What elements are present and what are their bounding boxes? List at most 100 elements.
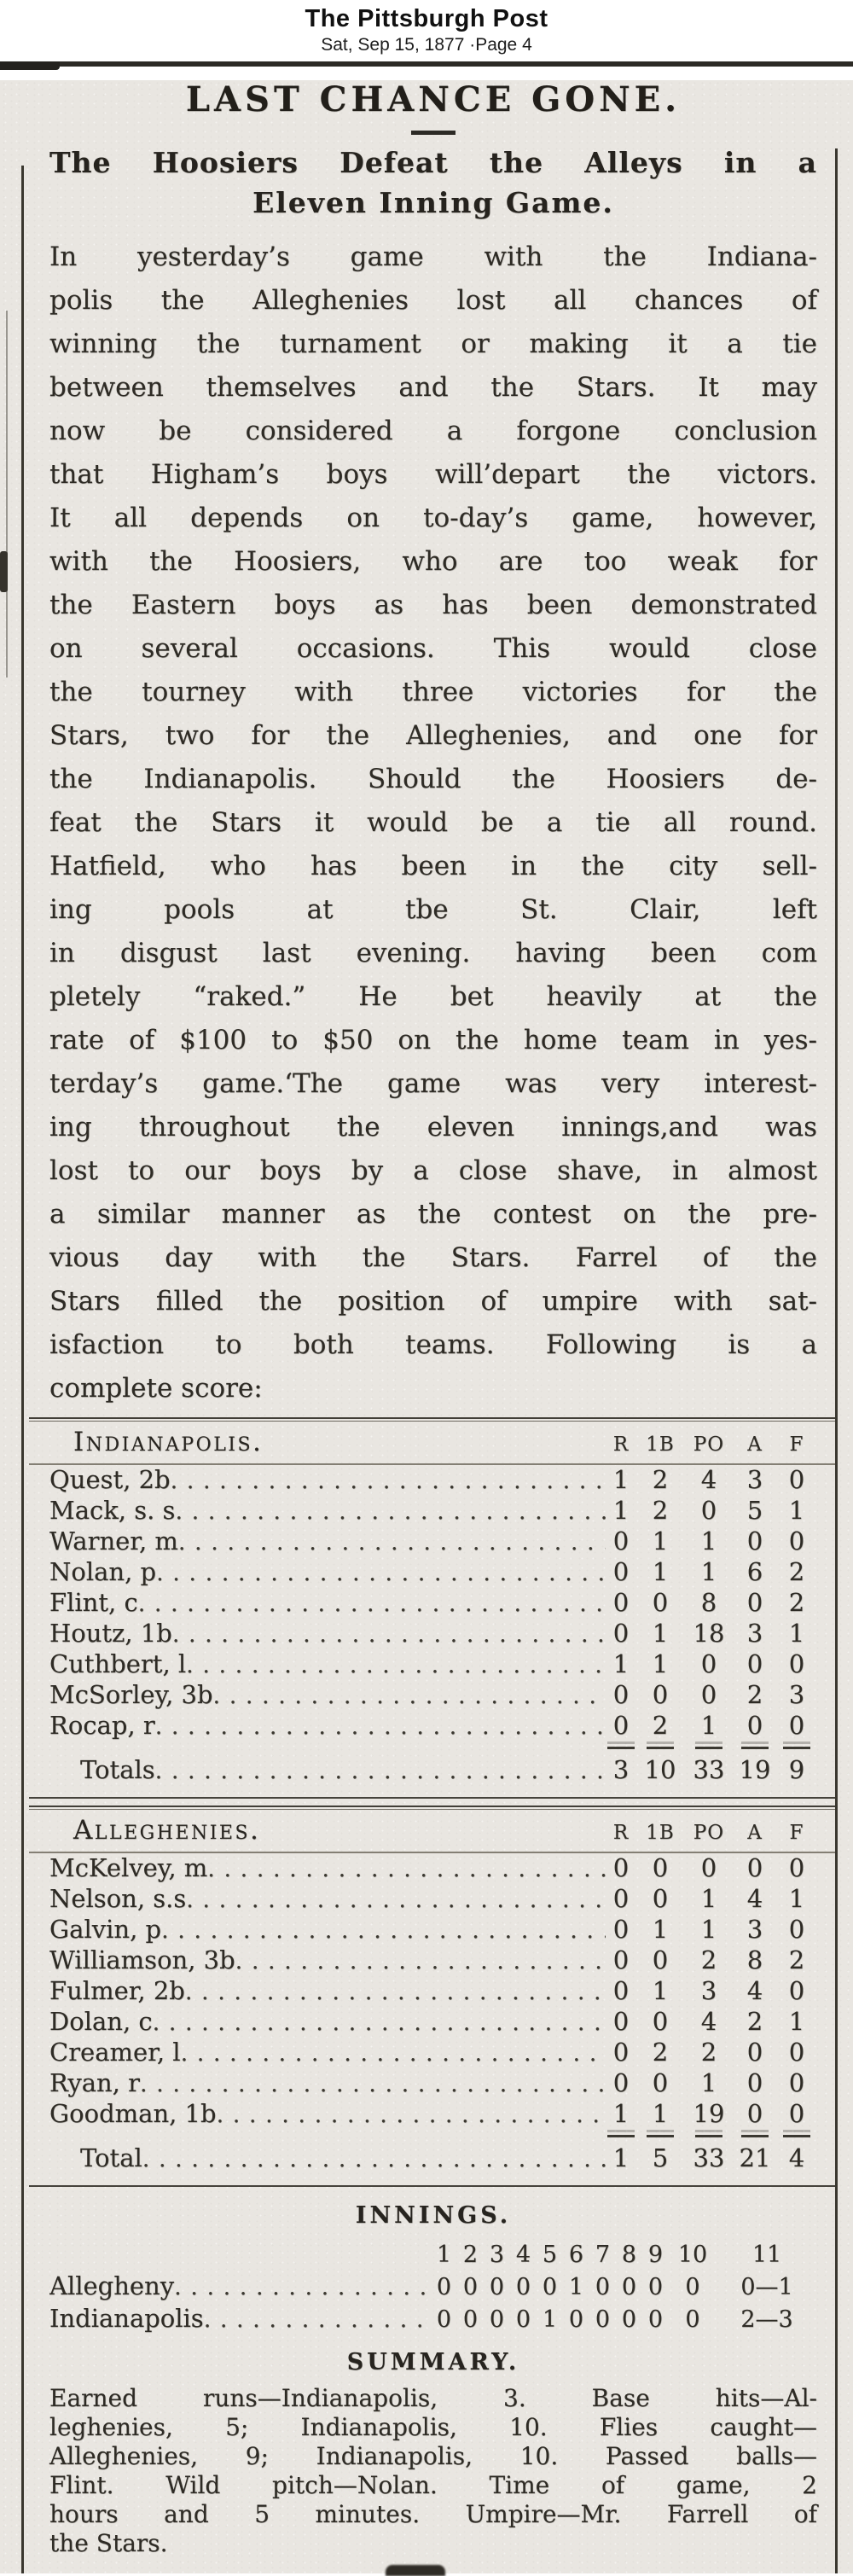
dash-cell (734, 1747, 776, 1749)
page-edge-mark (6, 311, 8, 677)
table-header-row: Alleghenies. R 1B PO A F (49, 1810, 817, 1850)
stat-value: 0 (612, 1853, 630, 1882)
column-header: PO (693, 1822, 725, 1844)
total-value: 9 (788, 1755, 805, 1784)
stat-value: 0 (612, 2007, 630, 2036)
totals-dash (741, 1747, 769, 1749)
body-line: the Indianapolis. Should the Hoosiers de… (49, 764, 817, 794)
stat-value: 0 (788, 2099, 805, 2128)
player-stats: 0 1 18 3 1 (606, 1619, 817, 1648)
stat-value: 0 (612, 1711, 630, 1740)
stat-value: 0 (746, 1649, 763, 1678)
leader-dots (172, 1619, 606, 1649)
leader-dots (161, 1915, 606, 1945)
totals-label: Total (80, 2143, 142, 2172)
inning-score: 0 (436, 2274, 452, 2300)
stat-value: 0 (700, 1649, 717, 1678)
inning-score: 1 (542, 2306, 558, 2333)
column-header: PO (693, 1433, 725, 1456)
stat-value: 1 (700, 2068, 717, 2097)
player-name: Mack, s. s (49, 1496, 176, 1525)
stat-value: 0 (612, 1915, 630, 1944)
totals-dashes (606, 1747, 817, 1749)
stat-value: 0 (612, 1588, 630, 1617)
total-value: 19 (739, 1755, 771, 1784)
stat-value: 0 (746, 1853, 763, 1882)
stat-value: 6 (746, 1557, 763, 1586)
inning-score: 0 (595, 2306, 611, 2333)
body-line: isfaction to both teams. Following is a (49, 1329, 817, 1360)
stat-value: 0 (788, 1526, 805, 1555)
subheadline-line-1: The Hoosiers Defeat the Alleys in a (49, 146, 817, 179)
dash-cell (776, 1747, 817, 1749)
table-top-rule (29, 1417, 836, 1422)
table-bottom-rule (29, 2185, 836, 2187)
stat-value: 0 (652, 2068, 669, 2097)
masthead: The Pittsburgh Post Sat, Sep 15, 1877 ·P… (0, 0, 853, 61)
stat-value: 2 (652, 1496, 669, 1525)
stat-value: 1 (652, 1915, 669, 1944)
stat-value: 1 (612, 2099, 630, 2128)
totals-row: Totals 3 10 33 19 9 (49, 1753, 817, 1788)
inning-number: 2 (462, 2242, 479, 2268)
stat-value: 1 (700, 1915, 717, 1944)
inning-score: 0 (647, 2274, 664, 2300)
stat-value: 0 (746, 2068, 763, 2097)
page-edge-smudge (0, 551, 8, 592)
stat-value: 3 (746, 1465, 763, 1494)
stat-value: 3 (788, 1680, 805, 1709)
stat-value: 0 (612, 1976, 630, 2005)
stat-value: 0 (652, 1884, 669, 1913)
newspaper-date-page: Sat, Sep 15, 1877 ·Page 4 (321, 35, 532, 55)
stat-value: 1 (788, 1619, 805, 1648)
stat-value: 0 (788, 1711, 805, 1740)
player-name: Ryan, r (49, 2068, 140, 2097)
table-row: Goodman, 1b 11 19 00 (49, 2099, 817, 2130)
stat-value: 0 (612, 2038, 630, 2067)
leader-dots (186, 1649, 606, 1680)
stat-value: 0 (652, 1588, 669, 1617)
innings-label-wrap: Allegheny (49, 2271, 431, 2303)
total-value: 3 (612, 1755, 630, 1784)
leader-dots (213, 1680, 606, 1711)
stat-value: 2 (652, 1711, 669, 1740)
header-rule (29, 1463, 836, 1465)
player-name: Creamer, l (49, 2038, 181, 2067)
stat-value: 1 (652, 1619, 669, 1648)
stat-value: 5 (746, 1496, 763, 1525)
player-name: Warner, m (49, 1526, 178, 1555)
inning-score: 0 (595, 2274, 611, 2300)
stat-value: 0 (788, 1915, 805, 1944)
summary-line: the Stars. (49, 2529, 168, 2557)
totals-dash (783, 1747, 810, 1749)
leader-dots (235, 1945, 606, 1976)
inning-number: 7 (595, 2242, 611, 2268)
totals-label: Totals (80, 1755, 155, 1784)
summary-line: Alleghenies, 9; Indianapolis, 10. Passed… (49, 2442, 817, 2470)
stat-value: 0 (612, 1619, 630, 1648)
inning-score: 0 (436, 2306, 452, 2333)
stat-value: 0 (612, 1557, 630, 1586)
stat-value: 1 (612, 1496, 630, 1525)
player-name: Nelson, s.s (49, 1884, 187, 1913)
leader-dots (171, 1465, 606, 1496)
dash-cell (684, 1747, 734, 1749)
stat-value: 0 (788, 2038, 805, 2067)
newspaper-title: The Pittsburgh Post (305, 5, 548, 32)
summary-title: SUMMARY. (346, 2349, 520, 2375)
player-name: Fulmer, 2b (49, 1976, 185, 2005)
totals-values: 3 10 33 19 9 (606, 1753, 817, 1787)
totals-dash (783, 2135, 810, 2137)
body-line: on several occasions. This would close (49, 633, 817, 664)
